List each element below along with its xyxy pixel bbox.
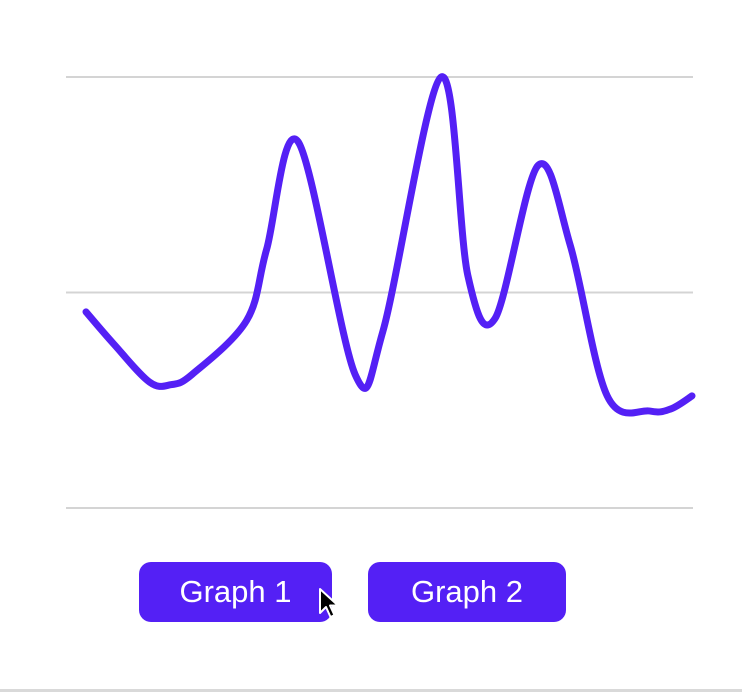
- series-line-0: [82, 73, 696, 417]
- graph-2-button[interactable]: Graph 2: [368, 562, 566, 622]
- chart-series-group: [82, 73, 696, 417]
- chart-gridlines: [66, 76, 693, 509]
- bottom-divider: [0, 689, 742, 692]
- graph-1-button[interactable]: Graph 1: [139, 562, 332, 622]
- line-chart: [66, 73, 696, 509]
